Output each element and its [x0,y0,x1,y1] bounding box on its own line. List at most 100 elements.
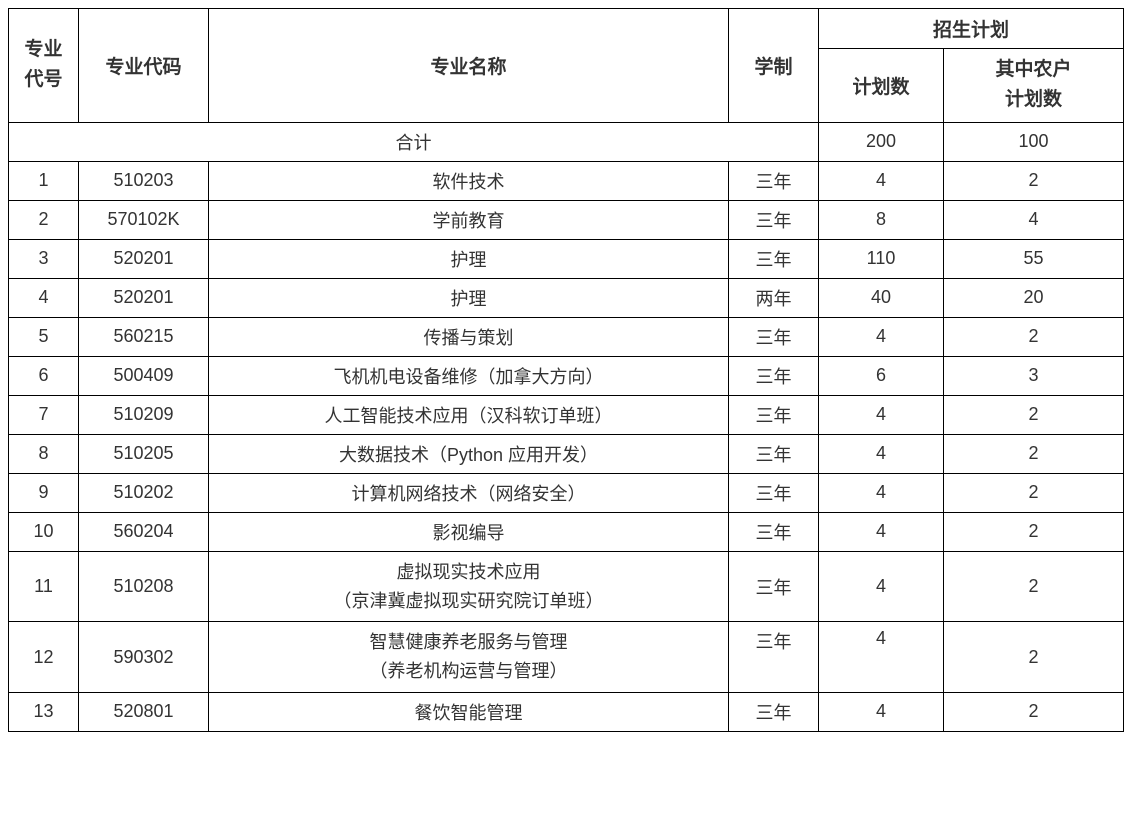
cell-major-name: 计算机网络技术（网络安全） [209,473,729,512]
cell-major-code: 510203 [79,161,209,200]
header-rural-plan-count: 其中农户计划数 [944,49,1124,123]
cell-rural-plan-count: 4 [944,200,1124,239]
header-duration: 学制 [729,9,819,123]
subtotal-rural-plan-count: 100 [944,122,1124,161]
cell-major-name: 软件技术 [209,161,729,200]
cell-major-code: 520801 [79,692,209,731]
cell-rural-plan-count: 2 [944,692,1124,731]
table-row: 6500409飞机机电设备维修（加拿大方向）三年63 [9,356,1124,395]
cell-plan-count: 4 [819,161,944,200]
header-major-name: 专业名称 [209,9,729,123]
table-row: 10560204影视编导三年42 [9,512,1124,551]
cell-major-num: 1 [9,161,79,200]
cell-major-code: 520201 [79,239,209,278]
cell-major-name: 护理 [209,239,729,278]
cell-plan-count: 8 [819,200,944,239]
table-row: 2570102K学前教育三年84 [9,200,1124,239]
cell-plan-count: 40 [819,278,944,317]
cell-major-code: 510208 [79,551,209,622]
cell-major-code: 510202 [79,473,209,512]
cell-major-code: 510209 [79,395,209,434]
table-row: 7510209人工智能技术应用（汉科软订单班）三年42 [9,395,1124,434]
cell-duration: 三年 [729,551,819,622]
cell-major-num: 6 [9,356,79,395]
cell-major-num: 8 [9,434,79,473]
table-row: 11510208虚拟现实技术应用（京津冀虚拟现实研究院订单班）三年42 [9,551,1124,622]
cell-major-name: 影视编导 [209,512,729,551]
cell-duration: 三年 [729,622,819,693]
header-enrollment-plan: 招生计划 [819,9,1124,49]
cell-duration: 三年 [729,356,819,395]
cell-duration: 两年 [729,278,819,317]
cell-rural-plan-count: 2 [944,434,1124,473]
table-row: 8510205大数据技术（Python 应用开发）三年42 [9,434,1124,473]
table-row: 4520201护理两年4020 [9,278,1124,317]
cell-duration: 三年 [729,434,819,473]
cell-major-code: 560215 [79,317,209,356]
cell-major-num: 10 [9,512,79,551]
cell-major-code: 570102K [79,200,209,239]
enrollment-plan-table: 专业代号 专业代码 专业名称 学制 招生计划 计划数 其中农户计划数 合计 20… [8,8,1124,732]
cell-major-num: 5 [9,317,79,356]
cell-major-name: 人工智能技术应用（汉科软订单班） [209,395,729,434]
cell-major-name: 智慧健康养老服务与管理（养老机构运营与管理） [209,622,729,693]
cell-rural-plan-count: 2 [944,395,1124,434]
cell-duration: 三年 [729,239,819,278]
cell-plan-count: 110 [819,239,944,278]
subtotal-label: 合计 [9,122,819,161]
cell-major-num: 3 [9,239,79,278]
cell-plan-count: 4 [819,317,944,356]
cell-rural-plan-count: 2 [944,161,1124,200]
cell-major-num: 12 [9,622,79,693]
cell-duration: 三年 [729,161,819,200]
cell-major-num: 7 [9,395,79,434]
subtotal-row: 合计 200 100 [9,122,1124,161]
cell-duration: 三年 [729,692,819,731]
cell-major-num: 2 [9,200,79,239]
cell-plan-count: 4 [819,473,944,512]
table-row: 12590302智慧健康养老服务与管理（养老机构运营与管理）三年42 [9,622,1124,693]
cell-plan-count: 4 [819,551,944,622]
cell-duration: 三年 [729,200,819,239]
table-row: 5560215传播与策划三年42 [9,317,1124,356]
cell-duration: 三年 [729,395,819,434]
cell-major-name: 学前教育 [209,200,729,239]
cell-major-name: 大数据技术（Python 应用开发） [209,434,729,473]
table-row: 9510202计算机网络技术（网络安全）三年42 [9,473,1124,512]
table-header: 专业代号 专业代码 专业名称 学制 招生计划 计划数 其中农户计划数 [9,9,1124,123]
table-body: 合计 200 100 1510203软件技术三年422570102K学前教育三年… [9,122,1124,731]
header-row-1: 专业代号 专业代码 专业名称 学制 招生计划 [9,9,1124,49]
cell-rural-plan-count: 2 [944,473,1124,512]
cell-major-code: 500409 [79,356,209,395]
cell-rural-plan-count: 3 [944,356,1124,395]
cell-plan-count: 4 [819,434,944,473]
cell-rural-plan-count: 55 [944,239,1124,278]
cell-plan-count: 4 [819,395,944,434]
cell-major-name: 传播与策划 [209,317,729,356]
cell-major-code: 510205 [79,434,209,473]
cell-major-code: 590302 [79,622,209,693]
cell-rural-plan-count: 2 [944,551,1124,622]
cell-duration: 三年 [729,512,819,551]
cell-major-num: 13 [9,692,79,731]
cell-plan-count: 4 [819,512,944,551]
table-row: 1510203软件技术三年42 [9,161,1124,200]
cell-major-name: 飞机机电设备维修（加拿大方向） [209,356,729,395]
cell-major-num: 9 [9,473,79,512]
table-row: 13520801餐饮智能管理三年42 [9,692,1124,731]
cell-plan-count: 6 [819,356,944,395]
cell-rural-plan-count: 2 [944,317,1124,356]
cell-plan-count: 4 [819,692,944,731]
header-plan-count: 计划数 [819,49,944,123]
header-major-code: 专业代码 [79,9,209,123]
cell-major-code: 520201 [79,278,209,317]
cell-duration: 三年 [729,317,819,356]
cell-rural-plan-count: 20 [944,278,1124,317]
cell-duration: 三年 [729,473,819,512]
cell-major-num: 11 [9,551,79,622]
cell-major-num: 4 [9,278,79,317]
header-major-num: 专业代号 [9,9,79,123]
cell-major-name: 餐饮智能管理 [209,692,729,731]
cell-major-code: 560204 [79,512,209,551]
table-row: 3520201护理三年11055 [9,239,1124,278]
